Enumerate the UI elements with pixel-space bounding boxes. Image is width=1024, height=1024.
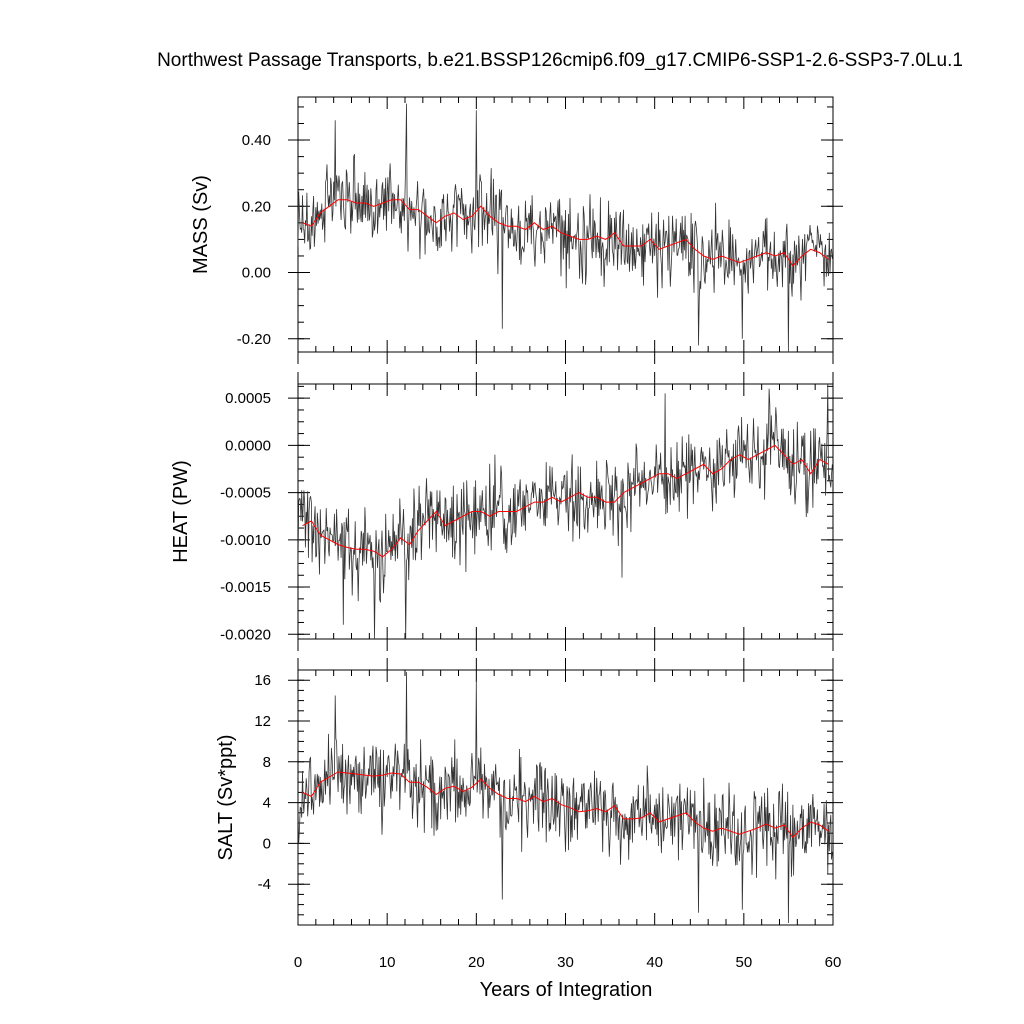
- x-tick-label: 60: [825, 954, 842, 971]
- monthly-series-line: [298, 384, 833, 639]
- panels-group: -0.20 0.00 0.20 0.40 MASS (Sv) -0.0020 -0.0015…: [170, 96, 843, 971]
- y-tick-label: -4: [258, 876, 271, 893]
- monthly-series-line: [298, 103, 833, 352]
- panel-2: -0.0020 -0.0015 -0.0010 -0.0005 0.0000 0.0005…: [170, 372, 843, 651]
- y-tick-label: 0: [263, 835, 271, 852]
- annual-mean-series-line: [302, 444, 829, 558]
- monthly-series-line: [298, 671, 833, 924]
- y-tick-label: 0.00: [242, 265, 271, 282]
- y-tick-label: -0.0010: [220, 532, 271, 549]
- x-axis-label: Years of Integration: [480, 979, 653, 1001]
- y-axis-label: HEAT (PW): [170, 460, 192, 563]
- chart-title: Northwest Passage Transports, b.e21.BSSP…: [157, 50, 963, 71]
- y-tick-label: 0.0005: [225, 390, 271, 407]
- annual-mean-series-line: [302, 199, 829, 267]
- x-tick-label: 30: [557, 954, 574, 971]
- y-tick-label: -0.20: [237, 331, 271, 348]
- plot-frame: [297, 669, 834, 926]
- y-tick-label: 0.20: [242, 198, 271, 215]
- y-tick-label: 16: [254, 672, 271, 689]
- y-tick-label: -0.0005: [220, 485, 271, 502]
- y-tick-label: -0.0015: [220, 579, 271, 596]
- x-tick-label: 50: [735, 954, 752, 971]
- plot-frame: [297, 383, 834, 640]
- panel-1: -0.20 0.00 0.20 0.40 MASS (Sv): [190, 96, 843, 364]
- annual-mean-series-line: [302, 771, 829, 839]
- y-tick-label: 8: [263, 754, 271, 771]
- y-tick-label: 0.40: [242, 132, 271, 149]
- x-tick-label: 0: [294, 954, 302, 971]
- x-tick-label: 10: [379, 954, 396, 971]
- y-tick-label: -0.0020: [220, 626, 271, 643]
- y-tick-label: 12: [254, 713, 271, 730]
- y-tick-label: 0.0000: [225, 437, 271, 454]
- panel-3: -4 0 4 8 12 16 0 10 20 30 40 50 60 SALT (Sv*ppt): [215, 658, 843, 971]
- x-tick-label: 20: [468, 954, 485, 971]
- y-axis-label: SALT (Sv*ppt): [215, 735, 237, 861]
- x-tick-label: 40: [646, 954, 663, 971]
- y-axis-label: MASS (Sv): [190, 175, 212, 274]
- y-tick-label: 4: [263, 795, 271, 812]
